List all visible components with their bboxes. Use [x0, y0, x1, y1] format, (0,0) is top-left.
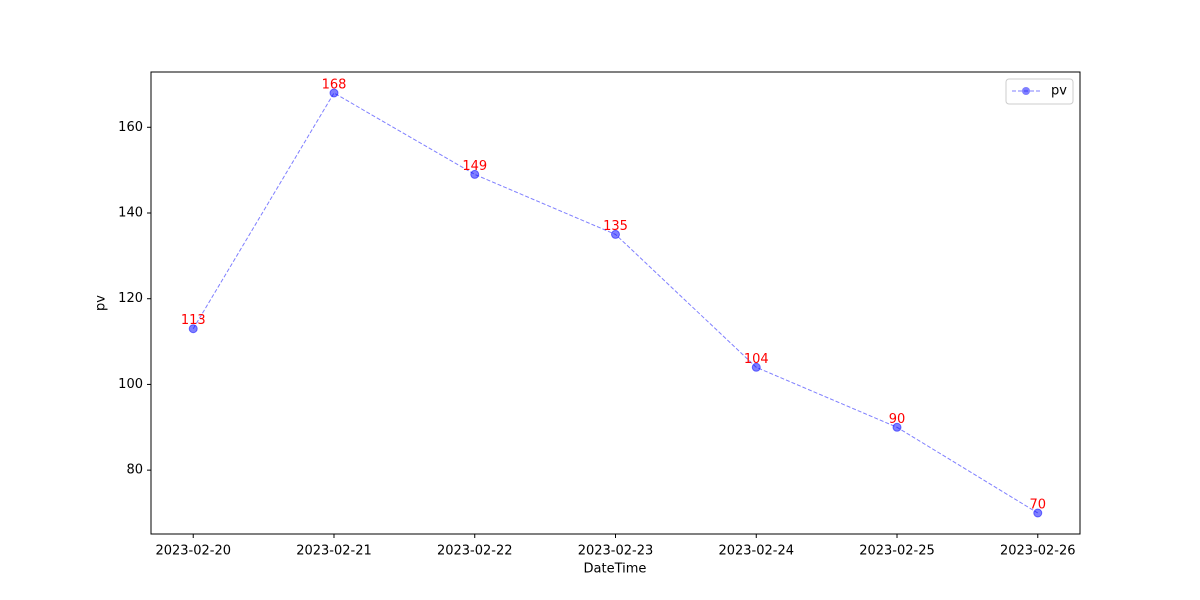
y-tick-label: 160: [118, 120, 143, 135]
x-tick-label: 2023-02-25: [859, 544, 935, 559]
data-label: 135: [603, 219, 628, 234]
x-tick-label: 2023-02-22: [437, 544, 513, 559]
y-tick-label: 80: [126, 463, 143, 478]
y-tick-label: 120: [118, 291, 143, 306]
data-label: 70: [1029, 498, 1046, 513]
data-point: [611, 229, 620, 239]
series-line: [192, 92, 1039, 514]
x-tick-label: 2023-02-23: [578, 544, 654, 559]
legend-label: pv: [1051, 84, 1067, 99]
data-point: [188, 324, 198, 334]
data-label: 104: [744, 352, 769, 367]
data-point: [1033, 508, 1043, 518]
data-label: 168: [322, 78, 347, 93]
data-label: 113: [181, 313, 206, 328]
data-point: [751, 362, 761, 372]
y-tick-label: 140: [118, 206, 143, 221]
x-tick-label: 2023-02-24: [718, 544, 794, 559]
data-point: [329, 88, 339, 98]
data-label: 149: [462, 159, 487, 174]
data-point: [470, 169, 480, 179]
x-axis-label: DateTime: [584, 562, 647, 577]
x-tick-label: 2023-02-21: [296, 544, 372, 559]
data-label: 90: [889, 412, 906, 427]
plot-frame: [150, 71, 1081, 535]
y-axis-label: pv: [94, 295, 109, 311]
x-tick-label: 2023-02-26: [1000, 544, 1076, 559]
legend-marker: [1022, 87, 1030, 95]
y-tick-label: 100: [118, 377, 143, 392]
data-point: [892, 422, 902, 432]
x-tick-label: 2023-02-20: [155, 544, 231, 559]
